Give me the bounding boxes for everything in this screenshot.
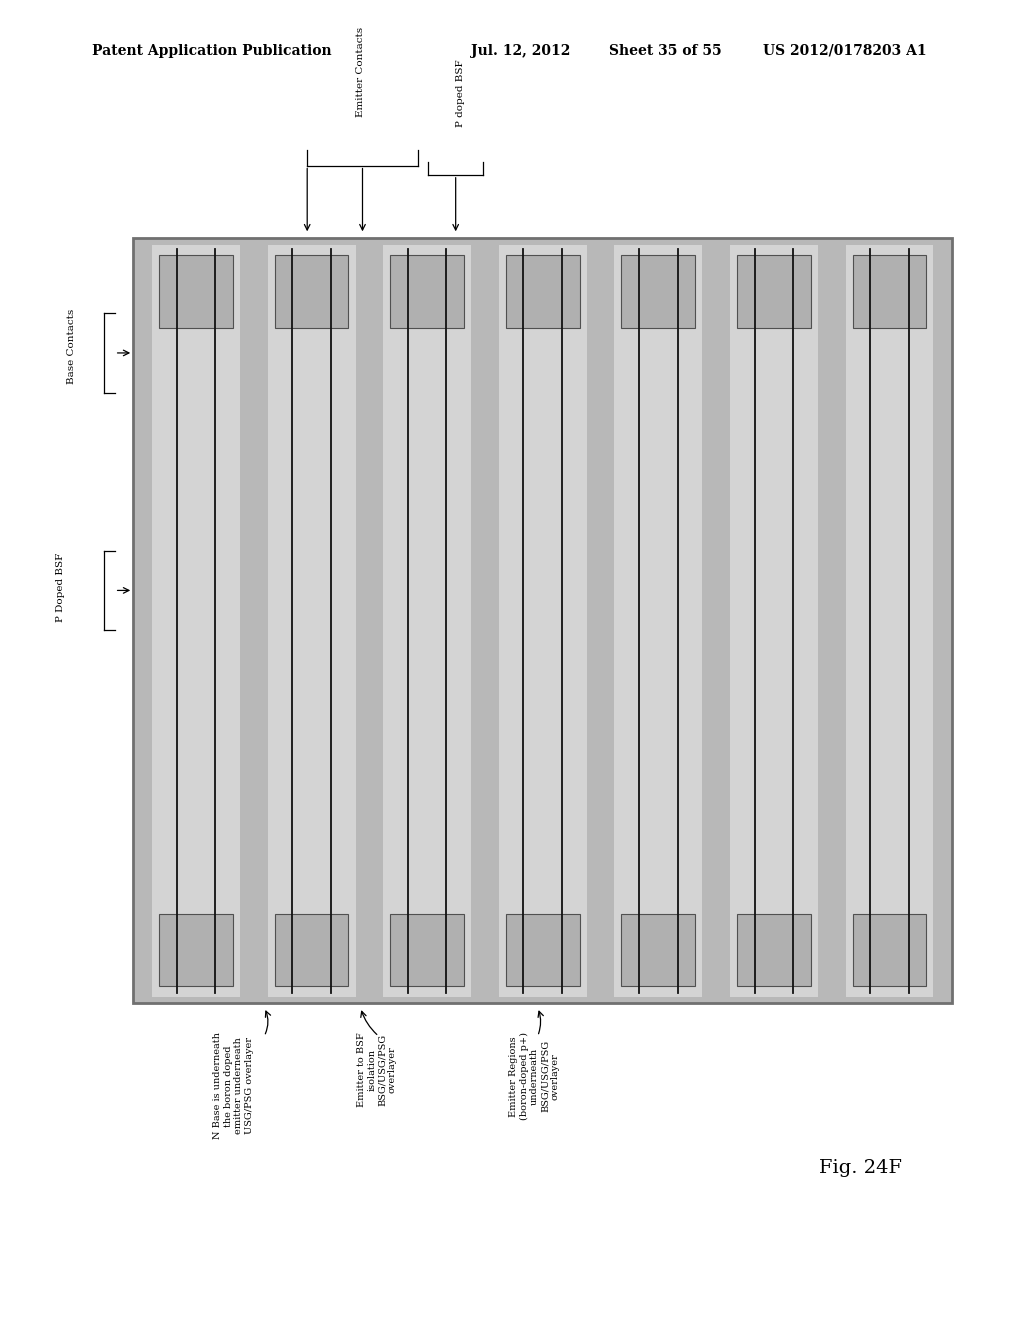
Bar	[737, 913, 811, 986]
Bar	[846, 244, 933, 997]
Bar	[499, 244, 587, 997]
Bar	[622, 255, 695, 327]
Text: Emitter Contacts: Emitter Contacts	[356, 26, 366, 116]
Bar	[730, 244, 818, 997]
Bar	[390, 255, 464, 327]
Bar	[390, 913, 464, 986]
Bar	[159, 913, 232, 986]
Bar	[274, 255, 348, 327]
Text: Sheet 35 of 55: Sheet 35 of 55	[609, 44, 722, 58]
Bar	[737, 255, 811, 327]
Bar	[622, 913, 695, 986]
Bar	[159, 255, 232, 327]
Text: N Base is underneath
the boron doped
emitter underneath
USG/PSG overlayer: N Base is underneath the boron doped emi…	[213, 1032, 254, 1139]
Bar	[274, 913, 348, 986]
Text: Base Contacts: Base Contacts	[67, 309, 76, 384]
Bar	[853, 913, 927, 986]
Bar	[133, 238, 952, 1003]
Bar	[267, 244, 355, 997]
Text: P Doped BSF: P Doped BSF	[56, 553, 66, 623]
Text: Emitter Regions
(boron-doped p+)
underneath
BSG/USG/PSG
overlayer: Emitter Regions (boron-doped p+) underne…	[509, 1032, 560, 1121]
Text: Fig. 24F: Fig. 24F	[819, 1159, 902, 1177]
Bar	[853, 255, 927, 327]
Text: Emitter to BSF
isolation
BSG/USG/PSG
overlayer: Emitter to BSF isolation BSG/USG/PSG ove…	[356, 1032, 397, 1107]
Bar	[383, 244, 471, 997]
Text: US 2012/0178203 A1: US 2012/0178203 A1	[763, 44, 927, 58]
Text: Patent Application Publication: Patent Application Publication	[92, 44, 332, 58]
Bar	[153, 244, 240, 997]
Text: P doped BSF: P doped BSF	[456, 59, 465, 127]
Bar	[506, 255, 580, 327]
Bar	[614, 244, 702, 997]
Bar	[506, 913, 580, 986]
Text: Jul. 12, 2012: Jul. 12, 2012	[471, 44, 570, 58]
